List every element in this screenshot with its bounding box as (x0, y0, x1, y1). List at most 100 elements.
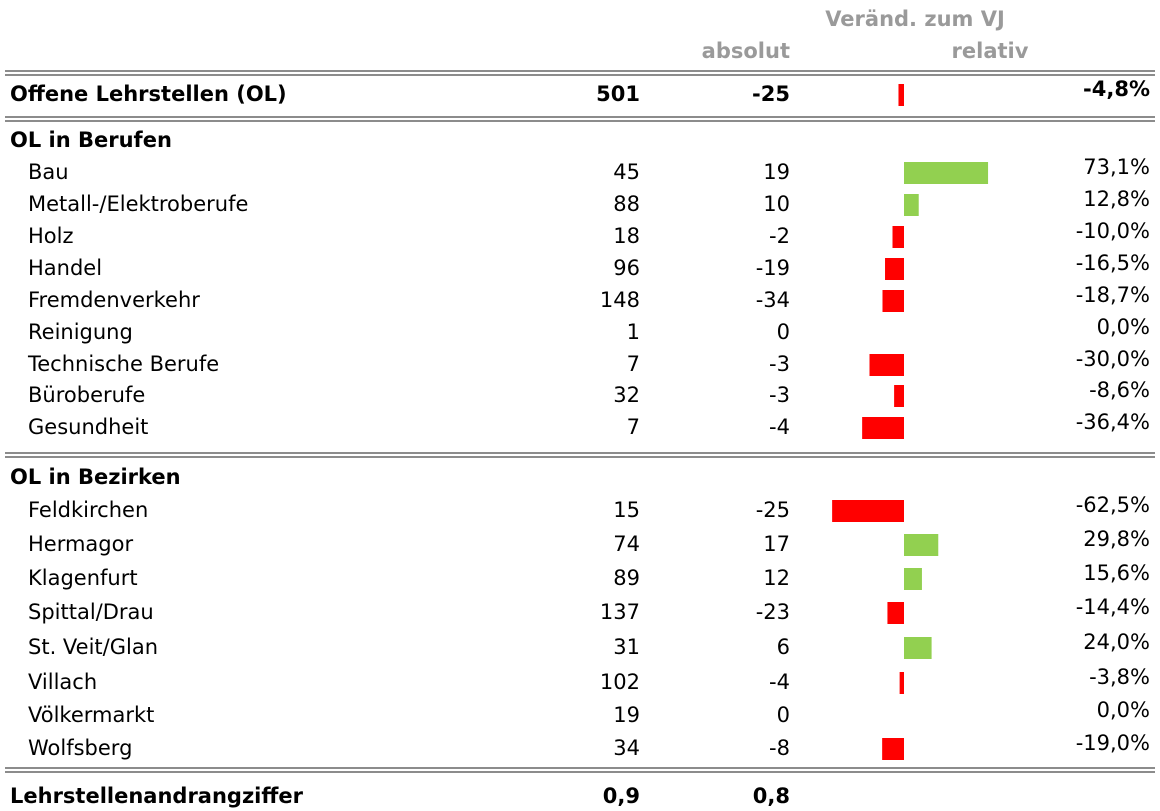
row-label: St. Veit/Glan (28, 635, 158, 659)
bar (898, 84, 904, 106)
bar (832, 500, 904, 522)
value: 501 (596, 82, 640, 106)
relative-change: 0,0% (1097, 698, 1150, 722)
value: 96 (613, 256, 640, 280)
bar (904, 534, 939, 556)
separator (5, 70, 1155, 76)
bar (904, 637, 932, 659)
row-label: Lehrstellenandrangziffer (10, 784, 304, 808)
absolute-change: 0 (777, 703, 790, 727)
absolute-change: 10 (763, 192, 790, 216)
bar (885, 258, 904, 280)
bar (882, 738, 904, 760)
row-label: Gesundheit (28, 415, 148, 439)
value: 45 (613, 160, 640, 184)
relative-change: 24,0% (1083, 630, 1150, 654)
relative-change: -8,6% (1089, 378, 1150, 402)
relative-change: -36,4% (1076, 410, 1150, 434)
relative-change: 15,6% (1083, 561, 1150, 585)
absolute-change: 0 (777, 320, 790, 344)
bar (904, 162, 989, 184)
value: 102 (600, 670, 640, 694)
separator (5, 452, 1155, 458)
row-label: Wolfsberg (28, 736, 132, 760)
col-header: relativ (952, 39, 1029, 63)
value: 148 (600, 288, 640, 312)
relative-change: -16,5% (1076, 251, 1150, 275)
relative-change: -3,8% (1089, 665, 1150, 689)
row-label: Villach (28, 670, 97, 694)
row-label: Feldkirchen (28, 498, 148, 522)
relative-change: -4,8% (1083, 77, 1150, 101)
absolute-change: -2 (769, 224, 790, 248)
row-label: Holz (28, 224, 74, 248)
row-label: Metall-/Elektroberufe (28, 192, 248, 216)
row-label: Hermagor (28, 532, 133, 556)
value: 7 (627, 352, 640, 376)
absolute-change: -3 (769, 383, 790, 407)
bar (862, 417, 904, 439)
relative-change: -14,4% (1076, 595, 1150, 619)
separator (5, 116, 1155, 122)
relative-change: 73,1% (1083, 155, 1150, 179)
relative-change: 12,8% (1083, 187, 1150, 211)
value: 74 (613, 532, 640, 556)
col-header: absolut (702, 39, 790, 63)
absolute-change: -34 (756, 288, 790, 312)
value: 31 (613, 635, 640, 659)
absolute-change: -23 (756, 600, 790, 624)
bar (887, 602, 904, 624)
relative-change: 29,8% (1083, 527, 1150, 551)
row-label: Klagenfurt (28, 566, 138, 590)
bar (894, 385, 904, 407)
absolute-change: 17 (763, 532, 790, 556)
separator (5, 767, 1155, 773)
section-title: OL in Berufen (10, 128, 172, 152)
absolute-change: -19 (756, 256, 790, 280)
relative-change: -62,5% (1076, 493, 1150, 517)
value: 0,9 (603, 784, 640, 808)
value: 88 (613, 192, 640, 216)
absolute-change: 6 (777, 635, 790, 659)
value: 89 (613, 566, 640, 590)
row-label: Fremdenverkehr (28, 288, 200, 312)
row-label: Völkermarkt (28, 703, 154, 727)
row-label: Handel (28, 256, 102, 280)
row-label: Reinigung (28, 320, 133, 344)
absolute-change: -3 (769, 352, 790, 376)
absolute-change: 0,8 (753, 784, 790, 808)
relative-change: -10,0% (1076, 219, 1150, 243)
value: 18 (613, 224, 640, 248)
relative-change: -19,0% (1076, 731, 1150, 755)
bar (892, 226, 904, 248)
row-label: Offene Lehrstellen (OL) (10, 82, 287, 106)
value: 34 (613, 736, 640, 760)
relative-change: -18,7% (1076, 283, 1150, 307)
relative-change: -30,0% (1076, 347, 1150, 371)
value: 7 (627, 415, 640, 439)
absolute-change: 19 (763, 160, 790, 184)
value: 1 (627, 320, 640, 344)
bar (904, 194, 919, 216)
row-label: Technische Berufe (27, 352, 219, 376)
absolute-change: -4 (769, 670, 790, 694)
bar (899, 672, 904, 694)
row-label: Büroberufe (28, 383, 145, 407)
bar (882, 290, 904, 312)
row-label: Spittal/Drau (28, 600, 154, 624)
value: 19 (613, 703, 640, 727)
absolute-change: -4 (769, 415, 790, 439)
bar (869, 354, 904, 376)
group-header: Veränd. zum VJ (825, 7, 1005, 31)
relative-change: 0,0% (1097, 315, 1150, 339)
bar (904, 568, 922, 590)
row-label: Bau (28, 160, 69, 184)
absolute-change: -25 (752, 82, 790, 106)
absolute-change: 12 (763, 566, 790, 590)
value: 137 (600, 600, 640, 624)
absolute-change: -25 (756, 498, 790, 522)
section-title: OL in Bezirken (10, 465, 181, 489)
value: 15 (613, 498, 640, 522)
absolute-change: -8 (769, 736, 790, 760)
